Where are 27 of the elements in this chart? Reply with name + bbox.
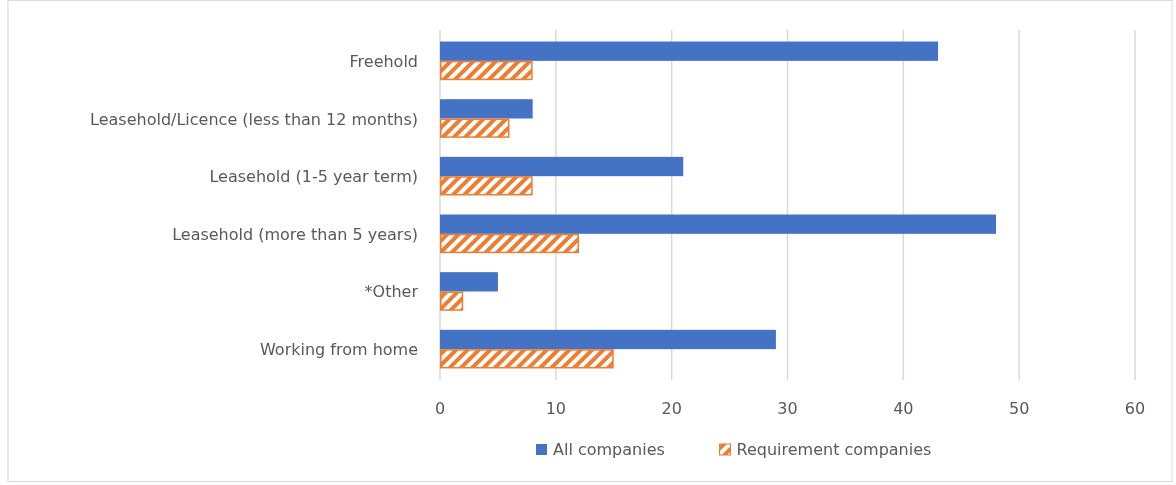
bar (440, 41, 939, 61)
bar (440, 176, 533, 196)
bar (440, 118, 510, 138)
bar (440, 329, 776, 350)
bar (440, 349, 614, 369)
bar (440, 233, 579, 254)
y-tick-label: *Other (364, 282, 419, 302)
x-tick-label: 0 (434, 399, 446, 418)
bar (440, 214, 996, 234)
y-tick-label: Leasehold (more than 5 years) (172, 224, 418, 244)
y-tick-label: Working from home (259, 340, 418, 360)
legend-label: All companies (553, 440, 665, 459)
x-tick-label: 60 (1124, 399, 1146, 418)
y-tick-label: Freehold (349, 51, 418, 71)
legend-label: Requirement companies (736, 440, 932, 459)
bar (440, 291, 464, 311)
bar (440, 60, 533, 81)
bar (440, 99, 533, 119)
y-tick-label: Leasehold (1-5 year term) (209, 167, 418, 187)
x-tick-label: 10 (545, 399, 567, 418)
bar (440, 156, 684, 177)
x-tick-label: 40 (893, 399, 914, 418)
x-tick-label: 50 (1008, 399, 1030, 418)
bar (440, 272, 498, 292)
y-tick-label: Leasehold/Licence (less than 12 months) (90, 109, 418, 129)
x-tick-label: 20 (661, 399, 682, 418)
x-tick-label: 30 (777, 399, 798, 418)
